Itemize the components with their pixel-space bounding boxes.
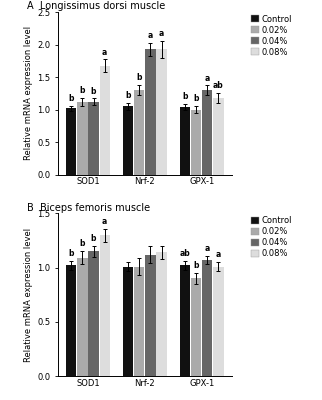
Text: b: b: [182, 92, 188, 101]
Bar: [213, 266, 223, 376]
Text: b: b: [69, 94, 74, 103]
Bar: [156, 252, 167, 376]
Text: b: b: [194, 261, 199, 270]
Y-axis label: Relative mRNA expression level: Relative mRNA expression level: [24, 26, 33, 160]
Text: a: a: [102, 217, 107, 226]
Bar: [123, 106, 133, 174]
Bar: [66, 108, 77, 174]
Bar: [213, 98, 223, 174]
Bar: [191, 110, 201, 174]
Text: ab: ab: [213, 81, 224, 90]
Text: a: a: [102, 48, 107, 56]
Bar: [180, 266, 190, 376]
Legend: Control, 0.02%, 0.04%, 0.08%: Control, 0.02%, 0.04%, 0.08%: [249, 214, 294, 260]
Text: b: b: [194, 94, 199, 103]
Bar: [134, 266, 145, 376]
Bar: [89, 102, 99, 174]
Legend: Control, 0.02%, 0.04%, 0.08%: Control, 0.02%, 0.04%, 0.08%: [249, 13, 294, 58]
Bar: [99, 235, 110, 376]
Text: B  Biceps femoris muscle: B Biceps femoris muscle: [27, 203, 150, 213]
Text: a: a: [205, 244, 210, 253]
Bar: [145, 49, 156, 174]
Text: b: b: [91, 86, 96, 96]
Text: ab: ab: [180, 249, 191, 258]
Text: a: a: [159, 29, 164, 38]
Bar: [77, 102, 88, 174]
Bar: [99, 66, 110, 174]
Bar: [156, 49, 167, 174]
Bar: [134, 90, 145, 174]
Bar: [202, 90, 213, 174]
Text: b: b: [137, 73, 142, 82]
Text: a: a: [205, 74, 210, 82]
Text: b: b: [91, 234, 96, 243]
Text: a: a: [148, 31, 153, 40]
Bar: [180, 107, 190, 174]
Text: b: b: [80, 86, 85, 95]
Bar: [77, 258, 88, 376]
Text: b: b: [126, 91, 131, 100]
Bar: [66, 266, 77, 376]
Text: b: b: [80, 240, 85, 248]
Text: A  Longissimus dorsi muscle: A Longissimus dorsi muscle: [27, 1, 165, 11]
Bar: [191, 278, 201, 376]
Bar: [123, 266, 133, 376]
Bar: [145, 255, 156, 376]
Bar: [89, 252, 99, 376]
Y-axis label: Relative mRNA expression level: Relative mRNA expression level: [24, 228, 33, 362]
Text: b: b: [69, 249, 74, 258]
Text: a: a: [216, 250, 221, 259]
Bar: [202, 260, 213, 376]
